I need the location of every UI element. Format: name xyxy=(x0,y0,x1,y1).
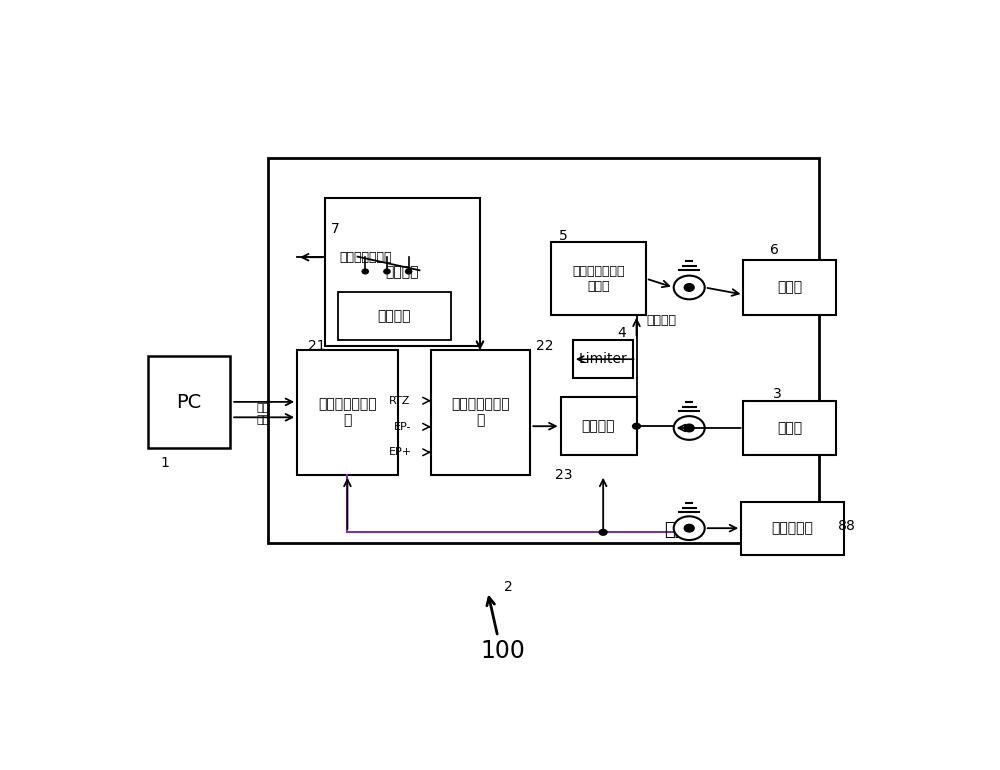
Bar xyxy=(325,198,480,346)
Bar xyxy=(268,158,819,543)
Bar xyxy=(561,397,637,455)
Text: 3: 3 xyxy=(773,387,782,400)
Text: 8: 8 xyxy=(846,520,855,534)
Text: 机箱: 机箱 xyxy=(664,521,686,539)
Circle shape xyxy=(674,517,705,540)
Bar xyxy=(551,243,646,315)
Text: 21: 21 xyxy=(308,339,326,353)
Text: 4: 4 xyxy=(617,326,626,340)
Circle shape xyxy=(684,424,694,432)
Bar xyxy=(297,350,398,475)
Text: 隔离电路: 隔离电路 xyxy=(582,419,615,434)
Text: 5: 5 xyxy=(559,229,568,243)
Text: 7: 7 xyxy=(330,222,339,236)
Text: RTZ: RTZ xyxy=(389,396,410,406)
Circle shape xyxy=(362,269,368,274)
Bar xyxy=(743,400,836,455)
Text: 23: 23 xyxy=(555,468,573,482)
Circle shape xyxy=(384,269,390,274)
Circle shape xyxy=(632,423,641,430)
Circle shape xyxy=(684,283,694,291)
Circle shape xyxy=(599,529,608,536)
Circle shape xyxy=(674,416,705,440)
Text: 6: 6 xyxy=(770,243,779,256)
Text: 22: 22 xyxy=(536,339,553,353)
Text: 通信
接口: 通信 接口 xyxy=(256,403,270,424)
Text: 可编程脉冲发生
器: 可编程脉冲发生 器 xyxy=(318,397,377,427)
Text: 脉冲电压: 脉冲电压 xyxy=(378,309,411,323)
Bar xyxy=(338,292,450,340)
Text: 超声回波接收放
大电路: 超声回波接收放 大电路 xyxy=(572,265,625,293)
Bar xyxy=(148,357,230,448)
Text: 8: 8 xyxy=(838,519,847,533)
Bar xyxy=(741,501,844,555)
Text: EP+: EP+ xyxy=(389,447,412,457)
Bar xyxy=(743,260,836,315)
Text: 换能器: 换能器 xyxy=(777,421,803,435)
Text: 1: 1 xyxy=(161,456,170,470)
Circle shape xyxy=(406,269,412,274)
Text: 为其他部分供电: 为其他部分供电 xyxy=(339,251,392,264)
Text: 100: 100 xyxy=(481,639,526,663)
Circle shape xyxy=(684,524,694,532)
Text: 电源电路: 电源电路 xyxy=(386,265,419,279)
Text: PC: PC xyxy=(176,393,202,412)
Text: 回波输出: 回波输出 xyxy=(646,314,676,327)
Text: 超声脉冲发射电
路: 超声脉冲发射电 路 xyxy=(451,397,510,427)
Text: EP-: EP- xyxy=(394,422,412,432)
Bar xyxy=(573,340,633,378)
Text: Limiter: Limiter xyxy=(579,352,628,366)
Bar xyxy=(431,350,530,475)
Text: 2: 2 xyxy=(504,581,513,594)
Text: 示波器: 示波器 xyxy=(777,280,803,294)
Text: 同步检测器: 同步检测器 xyxy=(772,521,814,535)
Circle shape xyxy=(674,276,705,300)
